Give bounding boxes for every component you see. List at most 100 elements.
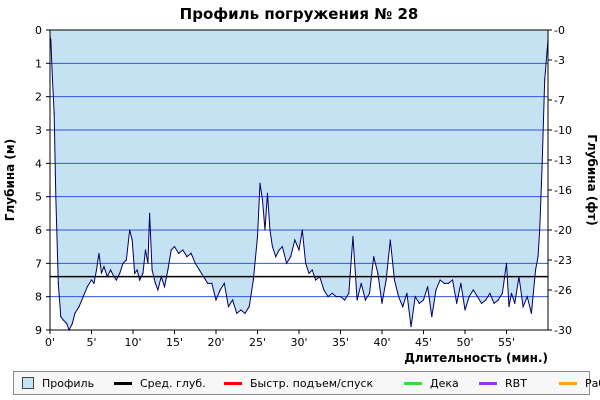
x-tick-label: 40' <box>373 336 390 349</box>
y-tick-label-left: 8 <box>35 291 42 304</box>
profile-point <box>410 326 412 328</box>
profile-point <box>402 306 404 308</box>
profile-point <box>315 279 317 281</box>
profile-point <box>427 286 429 288</box>
profile-point <box>57 282 59 284</box>
profile-point <box>136 269 138 271</box>
profile-point <box>53 112 55 114</box>
profile-point <box>373 256 375 258</box>
x-axis-ticks: 0' 5' 10' 15' 20' 25' 30' 35' 40' 45' 50' 55' <box>45 330 515 349</box>
profile-point <box>51 79 54 81</box>
y-tick-label-left: 5 <box>35 191 42 204</box>
profile-point <box>259 182 261 184</box>
profile-point <box>157 289 159 291</box>
profile-point <box>476 296 479 298</box>
x-tick-label: 45' <box>415 336 432 349</box>
profile-point <box>406 292 408 294</box>
profile-point <box>190 252 192 254</box>
profile-point <box>451 279 454 281</box>
profile-point <box>377 272 379 274</box>
right-axis-ticks: -0 -3 -7 -10 -13 -16 -20 -23 -26 -30 <box>548 24 572 337</box>
profile-point <box>311 269 313 271</box>
legend-item: Сред. глуб. <box>114 372 206 394</box>
y-tick-label-left: 2 <box>35 91 42 104</box>
profile-point <box>215 299 217 301</box>
y-tick-label-left: 9 <box>35 324 42 337</box>
profile-point <box>360 282 362 284</box>
profile-point <box>278 249 280 251</box>
profile-point <box>544 79 546 81</box>
profile-point <box>485 299 487 301</box>
profile-point <box>537 256 539 258</box>
profile-point <box>142 272 144 274</box>
profile-point <box>106 276 108 278</box>
chart-legend: Профиль Сред. глуб. Быстр. подъем/спуск Дек… <box>13 371 600 395</box>
y-tick-label-right: -10 <box>554 124 572 137</box>
profile-point <box>223 282 225 284</box>
profile-point <box>194 262 196 264</box>
profile-point <box>271 246 274 248</box>
profile-point <box>178 252 180 254</box>
profile-point <box>508 306 510 308</box>
legend-item: RBT <box>479 372 527 394</box>
profile-point <box>129 229 131 231</box>
y-tick-label-right: -7 <box>554 94 565 107</box>
profile-point <box>149 212 151 214</box>
profile-point <box>71 322 74 324</box>
legend-label: Быстр. подъем/спуск <box>250 376 374 390</box>
profile-point <box>100 272 103 274</box>
profile-point <box>305 262 307 264</box>
profile-point <box>86 286 88 288</box>
profile-point <box>173 246 176 248</box>
legend-swatch <box>224 381 242 385</box>
x-tick-label: 10' <box>124 336 141 349</box>
profile-point <box>290 256 292 258</box>
profile-point <box>460 282 462 284</box>
profile-point <box>526 296 528 298</box>
y-tick-label-right: -20 <box>554 224 572 237</box>
y-tick-label-right: -30 <box>554 324 572 337</box>
profile-point <box>119 272 121 274</box>
y-tick-label-right: -16 <box>554 184 572 197</box>
profile-point <box>98 252 100 254</box>
legend-item: Быстр. подъем/спуск <box>224 372 373 394</box>
profile-point <box>139 279 141 281</box>
profile-point <box>236 312 238 314</box>
profile-point <box>393 279 396 281</box>
profile-point <box>122 262 124 264</box>
profile-point <box>435 289 437 291</box>
profile-line <box>49 36 549 332</box>
profile-point <box>522 306 524 308</box>
profile-point <box>244 312 246 314</box>
profile-point <box>530 312 533 314</box>
profile-point <box>534 269 537 271</box>
legend-swatch <box>559 381 577 385</box>
profile-point <box>352 236 354 238</box>
profile-point <box>207 282 209 284</box>
profile-point <box>256 236 259 238</box>
x-tick-label: 0' <box>45 336 55 349</box>
profile-point <box>55 196 57 198</box>
profile-point <box>252 279 254 281</box>
profile-point <box>431 316 433 318</box>
profile-point <box>115 279 117 281</box>
profile-point <box>151 269 153 271</box>
profile-point <box>240 309 242 311</box>
profile-point <box>281 246 283 248</box>
profile-point <box>160 276 162 278</box>
profile-point <box>266 192 269 194</box>
x-tick-label: 15' <box>166 336 183 349</box>
profile-point <box>50 39 52 41</box>
profile-point <box>167 269 169 271</box>
y-tick-label-left: 1 <box>35 57 42 70</box>
profile-point <box>62 319 64 321</box>
profile-point <box>95 269 98 271</box>
profile-point <box>186 256 188 258</box>
profile-point <box>344 299 346 301</box>
profile-point <box>489 292 491 294</box>
y-tick-label-left: 0 <box>35 24 42 37</box>
profile-point <box>510 292 513 294</box>
profile-point <box>66 322 68 324</box>
legend-swatch <box>114 381 132 385</box>
profile-point <box>264 229 266 231</box>
